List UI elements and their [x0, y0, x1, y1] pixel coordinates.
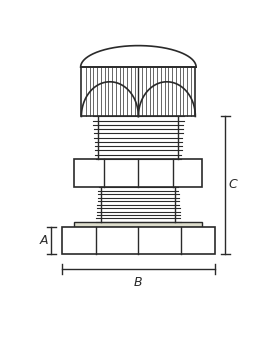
Text: B: B: [134, 276, 143, 288]
Text: A: A: [39, 234, 48, 247]
Bar: [75, 159, 202, 187]
Text: C: C: [229, 179, 237, 191]
Bar: [62, 227, 215, 253]
Bar: [81, 67, 195, 117]
Bar: [75, 222, 202, 227]
